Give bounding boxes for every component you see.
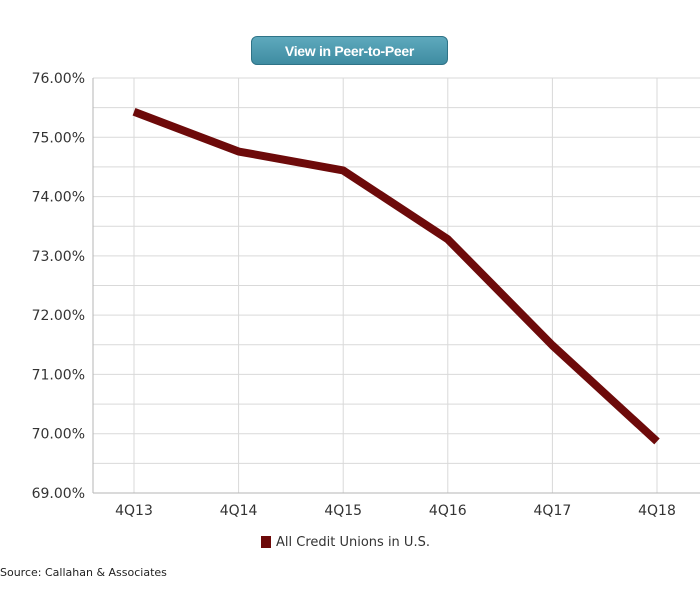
x-tick-label: 4Q13: [115, 503, 153, 519]
y-tick-label: 69.00%: [32, 486, 85, 502]
y-tick-label: 71.00%: [32, 367, 85, 383]
line-chart: 76.00% 75.00% 74.00% 73.00% 72.00% 71.00% 70.0…: [32, 71, 700, 519]
view-peer-to-peer-button[interactable]: View in Peer-to-Peer: [251, 36, 448, 65]
series-line: [132, 108, 660, 445]
x-tick-label: 4Q17: [534, 503, 572, 519]
legend[interactable]: All Credit Unions in U.S.: [261, 532, 430, 552]
legend-swatch: [261, 536, 271, 548]
x-tick-label: 4Q14: [220, 503, 258, 519]
y-tick-label: 72.00%: [32, 308, 85, 324]
y-tick-label: 74.00%: [32, 190, 85, 206]
y-tick-label: 75.00%: [32, 130, 85, 146]
x-tick-label: 4Q16: [429, 503, 467, 519]
legend-label: All Credit Unions in U.S.: [276, 534, 430, 550]
y-tick-label: 73.00%: [32, 249, 85, 265]
x-tick-label: 4Q18: [638, 503, 676, 519]
source-note: Source: Callahan & Associates: [0, 566, 167, 579]
x-tick-label: 4Q15: [324, 503, 362, 519]
y-tick-label: 70.00%: [32, 427, 85, 443]
y-tick-label: 76.00%: [32, 71, 85, 87]
